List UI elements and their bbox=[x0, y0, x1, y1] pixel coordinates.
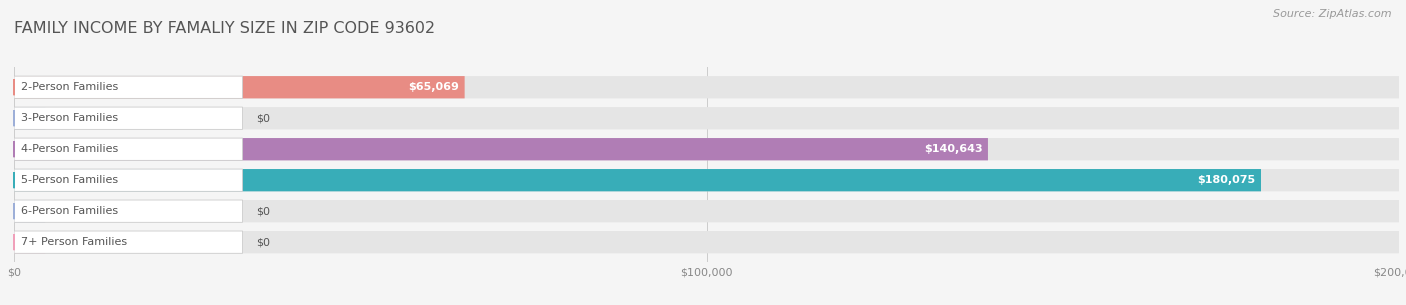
Text: $0: $0 bbox=[256, 206, 270, 216]
FancyBboxPatch shape bbox=[14, 138, 243, 160]
FancyBboxPatch shape bbox=[14, 138, 1399, 160]
Text: FAMILY INCOME BY FAMALIY SIZE IN ZIP CODE 93602: FAMILY INCOME BY FAMALIY SIZE IN ZIP COD… bbox=[14, 21, 436, 36]
Text: 7+ Person Families: 7+ Person Families bbox=[21, 237, 127, 247]
Text: 6-Person Families: 6-Person Families bbox=[21, 206, 118, 216]
FancyBboxPatch shape bbox=[14, 107, 1399, 129]
Text: $140,643: $140,643 bbox=[924, 144, 983, 154]
FancyBboxPatch shape bbox=[14, 76, 1399, 99]
FancyBboxPatch shape bbox=[14, 169, 243, 191]
FancyBboxPatch shape bbox=[14, 169, 1399, 191]
FancyBboxPatch shape bbox=[14, 231, 243, 253]
FancyBboxPatch shape bbox=[14, 76, 243, 99]
Text: 2-Person Families: 2-Person Families bbox=[21, 82, 118, 92]
Text: $0: $0 bbox=[256, 237, 270, 247]
FancyBboxPatch shape bbox=[14, 231, 1399, 253]
FancyBboxPatch shape bbox=[14, 138, 988, 160]
Text: $65,069: $65,069 bbox=[408, 82, 460, 92]
FancyBboxPatch shape bbox=[14, 107, 243, 129]
Text: 5-Person Families: 5-Person Families bbox=[21, 175, 118, 185]
Text: $180,075: $180,075 bbox=[1198, 175, 1256, 185]
Text: 3-Person Families: 3-Person Families bbox=[21, 113, 118, 123]
Text: Source: ZipAtlas.com: Source: ZipAtlas.com bbox=[1274, 9, 1392, 19]
FancyBboxPatch shape bbox=[14, 231, 45, 253]
FancyBboxPatch shape bbox=[14, 200, 1399, 222]
FancyBboxPatch shape bbox=[14, 76, 464, 99]
Text: $0: $0 bbox=[256, 113, 270, 123]
Text: 4-Person Families: 4-Person Families bbox=[21, 144, 118, 154]
FancyBboxPatch shape bbox=[14, 200, 45, 222]
FancyBboxPatch shape bbox=[14, 169, 1261, 191]
FancyBboxPatch shape bbox=[14, 200, 243, 222]
FancyBboxPatch shape bbox=[14, 107, 45, 129]
